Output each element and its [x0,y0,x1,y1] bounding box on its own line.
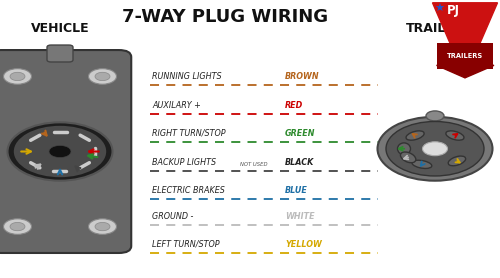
Ellipse shape [406,131,424,140]
Text: ★: ★ [434,4,444,14]
Circle shape [49,145,71,158]
FancyBboxPatch shape [47,45,73,62]
Circle shape [378,117,492,181]
Circle shape [4,69,32,84]
Ellipse shape [398,143,410,155]
Circle shape [88,219,117,234]
Circle shape [10,72,25,81]
Ellipse shape [446,131,464,140]
Text: PJ: PJ [446,4,460,17]
Circle shape [4,219,32,234]
Ellipse shape [412,160,432,168]
Text: RIGHT TURN/STOP: RIGHT TURN/STOP [152,129,226,138]
Text: GREEN: GREEN [285,129,316,138]
Text: BLUE: BLUE [285,186,308,195]
Text: TRAILER: TRAILER [406,22,464,35]
Text: AUXILARY +: AUXILARY + [152,101,202,110]
Text: BACKUP LIGHTS: BACKUP LIGHTS [152,158,216,167]
Text: YELLOW: YELLOW [285,240,322,249]
Text: TRAILERS: TRAILERS [447,53,483,59]
Text: BROWN: BROWN [285,72,320,81]
Text: BLACK: BLACK [285,158,314,167]
Circle shape [14,126,106,177]
Circle shape [95,222,110,231]
Text: WHITE: WHITE [285,212,314,221]
Text: VEHICLE: VEHICLE [30,22,90,35]
Polygon shape [432,3,498,78]
Circle shape [386,121,484,176]
Text: LEFT TURN/STOP: LEFT TURN/STOP [152,240,220,249]
Circle shape [8,122,113,181]
Ellipse shape [448,156,466,166]
Text: 7-WAY PLUG WIRING: 7-WAY PLUG WIRING [122,8,328,26]
Ellipse shape [400,152,416,163]
Polygon shape [436,65,494,78]
FancyBboxPatch shape [0,50,131,253]
Text: ELECTRIC BRAKES: ELECTRIC BRAKES [152,186,226,195]
Text: RED: RED [285,101,303,110]
Circle shape [422,142,448,156]
Circle shape [10,222,25,231]
Circle shape [95,72,110,81]
Circle shape [426,111,444,121]
Circle shape [88,69,117,84]
Text: GROUND -: GROUND - [152,212,194,221]
Text: NOT USED: NOT USED [240,162,268,167]
Text: RUNNING LIGHTS: RUNNING LIGHTS [152,72,222,81]
